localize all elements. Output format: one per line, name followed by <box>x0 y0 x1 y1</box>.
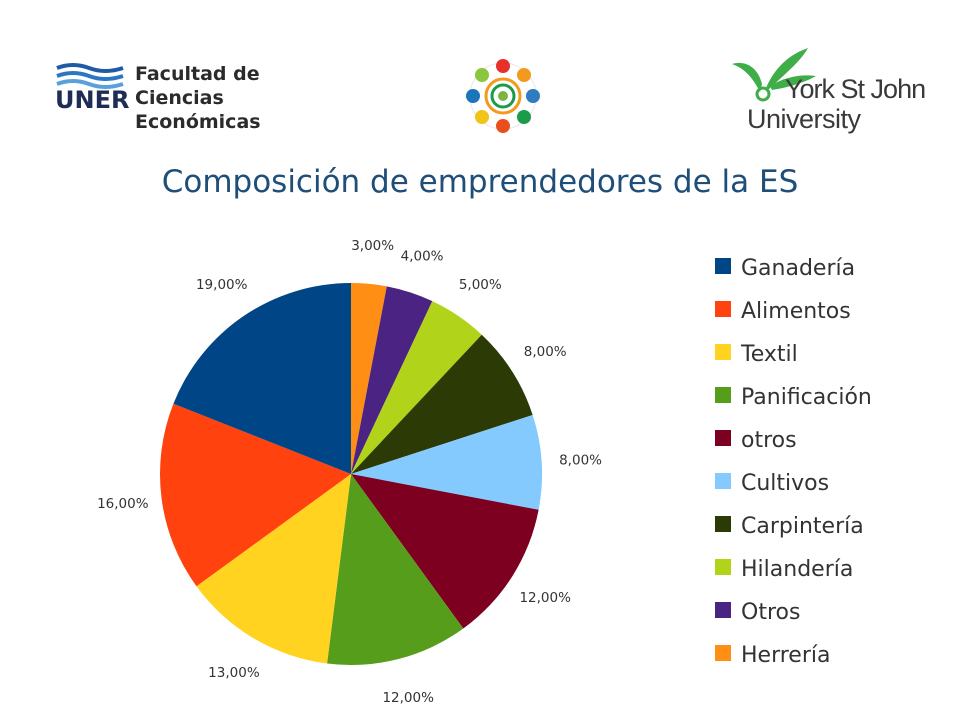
legend-swatch <box>715 602 731 618</box>
slice-label: 19,00% <box>196 277 248 293</box>
slice-label: 12,00% <box>519 590 571 606</box>
legend-swatch <box>715 473 731 489</box>
york-logo: York St John University <box>730 42 930 138</box>
york-line1: York St John <box>785 74 926 104</box>
legend-label: Cultivos <box>741 471 829 496</box>
slice-label: 3,00% <box>351 238 394 254</box>
slice-label: 13,00% <box>208 665 260 681</box>
slice-label: 16,00% <box>97 496 149 512</box>
uner-line1: Facultad de Ciencias <box>135 63 260 109</box>
slice-label: 5,00% <box>459 277 502 293</box>
page-title: Composición de emprendedores de la ES <box>161 164 799 200</box>
pie-slice <box>351 301 482 474</box>
uner-logo: UNER Facultad de Ciencias Económicas <box>55 58 345 133</box>
pie-slice <box>351 474 539 629</box>
pie-slice <box>196 474 351 664</box>
legend-swatch <box>715 430 731 446</box>
network-circle-logo <box>466 59 540 133</box>
pie-slice <box>173 283 351 474</box>
legend-label: Otros <box>741 600 800 625</box>
slice-label: 12,00% <box>382 690 434 706</box>
legend-swatch <box>715 344 731 360</box>
legend-swatch <box>715 387 731 403</box>
uner-abbr: UNER <box>55 86 130 114</box>
slice-label: 4,00% <box>401 248 444 264</box>
legend-label: Carpintería <box>741 514 864 539</box>
legend-swatch <box>715 516 731 532</box>
pie-slice <box>351 334 533 474</box>
legend-label: Panificación <box>741 385 872 410</box>
wave-icon <box>56 63 124 89</box>
pie-slice <box>327 474 464 665</box>
legend-label: Ganadería <box>741 256 855 281</box>
uner-line2: Económicas <box>135 111 261 133</box>
legend-swatch <box>715 301 731 317</box>
york-line2: University <box>747 104 861 134</box>
legend-label: Herrería <box>741 643 830 668</box>
legend-swatch <box>715 258 731 274</box>
legend-label: Textil <box>740 342 798 367</box>
leaf-icon <box>732 48 816 102</box>
legend-label: Alimentos <box>741 299 851 324</box>
legend-swatch <box>715 645 731 661</box>
legend-label: otros <box>741 428 797 453</box>
pie-slice <box>351 414 542 510</box>
slice-label: 8,00% <box>524 344 567 360</box>
legend-label: Hilandería <box>741 557 853 582</box>
slice-label: 8,00% <box>559 453 602 469</box>
pie-slice <box>351 286 433 474</box>
legend-swatch <box>715 559 731 575</box>
pie-slice <box>351 283 387 474</box>
pie-slice <box>160 403 351 587</box>
